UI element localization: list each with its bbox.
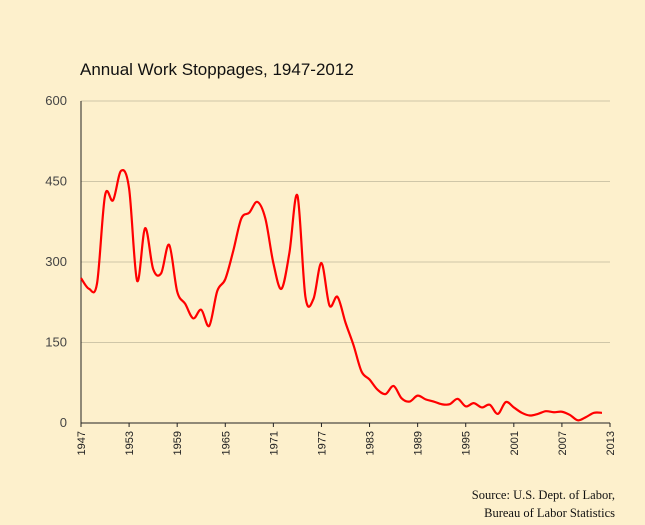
- chart-title: Annual Work Stoppages, 1947-2012: [80, 60, 354, 79]
- x-tick-label: 2007: [557, 431, 569, 455]
- series-group: [80, 169, 603, 422]
- series-line: [80, 169, 603, 422]
- x-axis: [80, 101, 610, 424]
- y-tick-label: 0: [60, 415, 67, 430]
- x-axis-ticks: 1947 1953 1959 1965 1971 1977 1983 1989 1995 2001…: [76, 423, 617, 455]
- x-tick-label: 1947: [76, 431, 88, 455]
- y-tick-label: 300: [45, 254, 67, 269]
- x-tick-label: 2013: [605, 431, 617, 455]
- x-tick-label: 1971: [268, 431, 280, 455]
- y-tick-label: 600: [45, 93, 67, 108]
- x-tick-label: 1989: [413, 431, 425, 455]
- source-note: Source: U.S. Dept. of Labor, Bureau of L…: [472, 486, 615, 522]
- x-tick-label: 1977: [316, 431, 328, 455]
- x-tick-label: 1953: [124, 431, 136, 455]
- source-line-1: Source: U.S. Dept. of Labor,: [471, 488, 615, 502]
- x-tick-label: 1959: [172, 431, 184, 455]
- y-axis-ticks: 0 150 300 450 600: [45, 93, 67, 430]
- x-tick-label: 2001: [509, 431, 521, 455]
- source-line-2: Bureau of Labor Statistics: [484, 506, 615, 520]
- x-tick-label: 1965: [220, 431, 232, 455]
- x-tick-label: 1983: [365, 431, 377, 455]
- grid-lines: [81, 100, 610, 424]
- x-tick-label: 1995: [461, 431, 473, 455]
- y-tick-label: 150: [45, 335, 67, 350]
- y-tick-label: 450: [45, 174, 67, 189]
